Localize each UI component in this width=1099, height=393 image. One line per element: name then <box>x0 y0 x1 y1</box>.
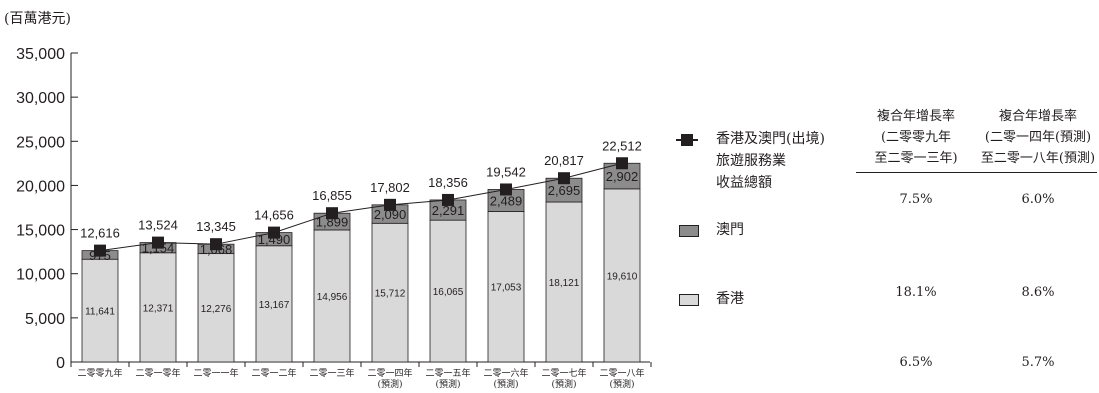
bar-hk-label: 11,641 <box>85 307 115 318</box>
legend-macau-label: 澳門 <box>716 222 744 238</box>
cagr-header-rule <box>856 172 1097 173</box>
bar-hk <box>487 211 525 363</box>
bar-macau-label: 1,899 <box>316 215 349 230</box>
bar-hk <box>255 245 293 363</box>
cagr-header-col1-line2: (二零零九年 <box>880 130 952 145</box>
total-marker <box>210 238 222 251</box>
bar-hk-label: 14,956 <box>317 292 348 303</box>
total-label: 13,524 <box>138 218 178 233</box>
x-category-label: (預測) <box>435 378 460 390</box>
total-label: 12,616 <box>80 226 120 241</box>
y-tick-label: 30,000 <box>16 90 65 107</box>
bar-macau-label: 2,695 <box>548 183 581 198</box>
y-tick-label: 25,000 <box>16 134 65 151</box>
legend-total-symbol-icon <box>676 134 698 146</box>
cagr-header-col2: 複合年增長率 (二零一四年(預測) 至二零一八年(預測) <box>978 106 1098 169</box>
total-label: 17,802 <box>370 180 410 195</box>
total-marker <box>152 236 164 249</box>
bar-hk-label: 17,053 <box>491 283 522 294</box>
cagr-header-col1-line1: 複合年增長率 <box>876 109 955 124</box>
bar-hk-label: 12,371 <box>143 303 174 314</box>
cagr-macau-col1: 18.1% <box>895 285 937 300</box>
y-tick-label: 15,000 <box>16 223 65 240</box>
x-category-label: (預測) <box>551 378 576 390</box>
cagr-header-col2-line3: 至二零一八年(預測) <box>980 151 1096 166</box>
bar-macau-label: 2,291 <box>432 203 465 218</box>
total-marker <box>558 172 570 185</box>
y-tick-label: 10,000 <box>16 267 65 284</box>
y-tick-label: 20,000 <box>16 178 65 195</box>
total-marker <box>268 226 280 239</box>
x-category-label: 二零一四年 <box>367 367 412 379</box>
cagr-hk-col1: 6.5% <box>899 355 933 370</box>
total-label: 20,817 <box>544 153 584 168</box>
bar-hk-label: 19,610 <box>607 271 638 282</box>
x-category-label: 二零一二年 <box>251 367 296 379</box>
total-label: 18,356 <box>428 175 468 190</box>
bar-hk-label: 16,065 <box>433 287 464 298</box>
cagr-header-col1-line3: 至二零一三年) <box>874 151 958 166</box>
legend-total-line1: 香港及澳門(出境) <box>716 131 825 147</box>
cagr-header-col2-line1: 複合年增長率 <box>998 109 1077 124</box>
x-category-label: 二零一七年 <box>541 367 586 379</box>
x-category-label: 二零一六年 <box>483 367 528 379</box>
total-label: 13,345 <box>196 219 236 234</box>
unit-label: (百萬港元) <box>4 11 71 27</box>
y-tick-label: 35,000 <box>16 46 65 63</box>
x-category-label: 二零一零年 <box>135 367 180 379</box>
total-marker <box>500 183 512 196</box>
total-line <box>99 162 623 252</box>
cagr-macau-col2: 8.6% <box>1021 285 1055 300</box>
x-category-label: 二零一一年 <box>193 367 238 379</box>
legend-macau-swatch-icon <box>679 225 699 237</box>
legend-total-line2: 旅遊服務業 <box>716 153 786 169</box>
total-label: 16,855 <box>312 188 352 203</box>
y-tick-label: 0 <box>56 355 65 372</box>
cagr-hk-col2: 5.7% <box>1021 355 1055 370</box>
total-marker <box>384 198 396 211</box>
bar-hk-label: 13,167 <box>259 300 290 311</box>
total-label: 19,542 <box>486 164 526 179</box>
total-label: 14,656 <box>254 208 294 223</box>
total-marker <box>616 157 628 170</box>
bar-hk-label: 12,276 <box>201 304 232 315</box>
bar-macau-label: 2,090 <box>374 207 407 222</box>
bar-macau-label: 1,490 <box>258 232 291 247</box>
bar-macau-label: 2,489 <box>490 193 523 208</box>
x-category-label: 二零一八年 <box>599 367 644 379</box>
total-marker <box>94 244 106 257</box>
total-marker <box>442 193 454 206</box>
legend-hk-swatch-icon <box>679 294 699 306</box>
cagr-total-col1: 7.5% <box>899 192 933 207</box>
legend-hk-label: 香港 <box>716 291 744 307</box>
total-marker <box>326 207 338 220</box>
cagr-total-col2: 6.0% <box>1021 192 1055 207</box>
x-category-label: 二零一五年 <box>425 367 470 379</box>
bar-hk-label: 18,121 <box>549 278 580 289</box>
x-category-label: (預測) <box>377 378 402 390</box>
bar-hk <box>371 222 409 363</box>
legend-total-line3: 收益總額 <box>716 175 772 191</box>
bar-hk-label: 15,712 <box>375 289 406 300</box>
bar-hk <box>81 258 119 363</box>
bar-hk <box>545 201 583 363</box>
bar-macau-label: 2,902 <box>606 169 639 184</box>
cagr-header-col1: 複合年增長率 (二零零九年 至二零一三年) <box>856 106 976 169</box>
bar-hk <box>139 252 177 363</box>
total-label: 22,512 <box>602 138 642 153</box>
x-category-label: (預測) <box>609 378 634 390</box>
y-tick-label: 5,000 <box>25 311 65 328</box>
x-category-label: (預測) <box>493 378 518 390</box>
x-category-label: 二零一三年 <box>309 367 354 379</box>
x-category-label: 二零零九年 <box>77 367 122 379</box>
cagr-header-col2-line2: (二零一四年(預測) <box>984 130 1092 145</box>
bar-hk <box>429 219 467 363</box>
